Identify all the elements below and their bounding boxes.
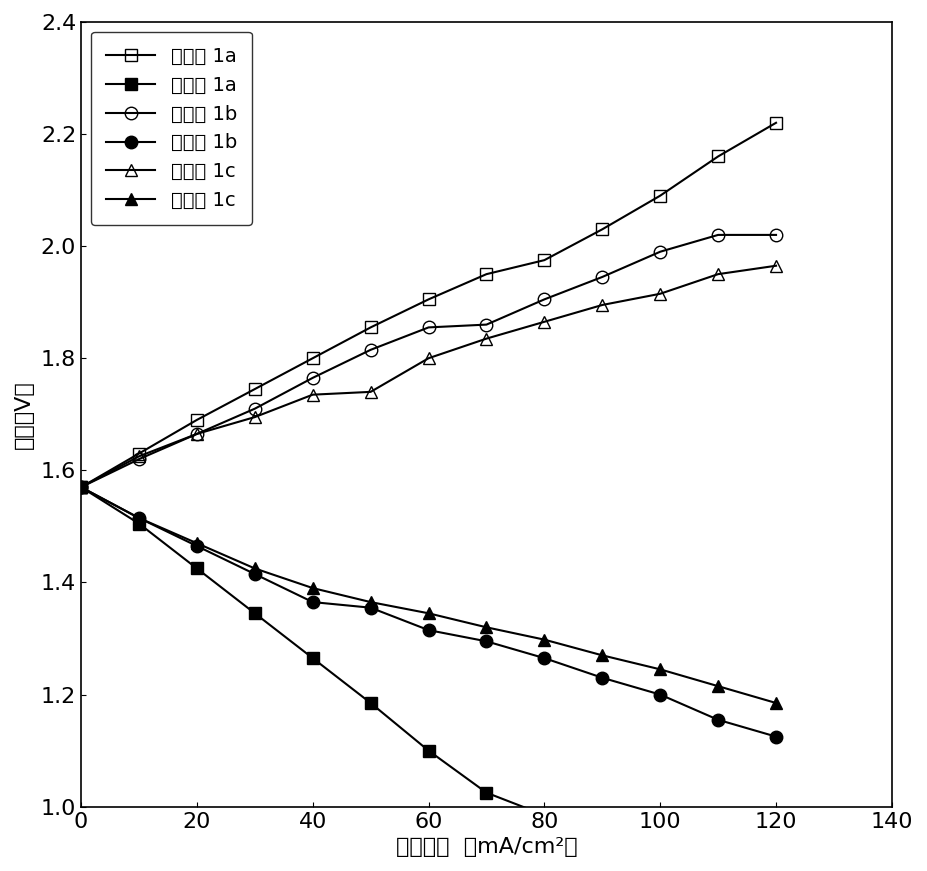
实施例 1b	[133, 513, 145, 523]
实施例 1a	[191, 415, 202, 425]
实施例 1c	[713, 269, 724, 280]
Y-axis label: 电压（V）: 电压（V）	[14, 380, 34, 449]
实施例 1c	[191, 429, 202, 439]
实施例 1a	[713, 152, 724, 162]
Line: 实施例 1a: 实施例 1a	[75, 117, 782, 493]
Line: 实施例 1a: 实施例 1a	[75, 481, 782, 821]
实施例 1b	[481, 636, 492, 646]
实施例 1b	[481, 320, 492, 330]
实施例 1b	[307, 597, 318, 607]
实施例 1a	[191, 564, 202, 574]
实施例 1c	[770, 260, 781, 271]
Line: 实施例 1c: 实施例 1c	[75, 481, 782, 709]
实施例 1c	[365, 387, 376, 397]
实施例 1b	[539, 653, 550, 664]
实施例 1a	[770, 118, 781, 128]
实施例 1a	[133, 518, 145, 529]
实施例 1a	[249, 384, 260, 395]
实施例 1c	[539, 634, 550, 645]
实施例 1a	[654, 191, 666, 201]
实施例 1b	[539, 294, 550, 305]
实施例 1a	[365, 322, 376, 333]
实施例 1a	[307, 353, 318, 363]
实施例 1b	[365, 603, 376, 613]
实施例 1b	[654, 689, 666, 699]
实施例 1a	[423, 746, 434, 756]
实施例 1a	[597, 810, 608, 820]
实施例 1b	[249, 569, 260, 579]
实施例 1a	[133, 449, 145, 459]
实施例 1c	[365, 597, 376, 607]
实施例 1c	[133, 451, 145, 462]
实施例 1c	[597, 300, 608, 310]
实施例 1a	[539, 255, 550, 266]
实施例 1c	[481, 334, 492, 344]
实施例 1a	[481, 787, 492, 798]
实施例 1a	[770, 810, 781, 820]
实施例 1b	[713, 714, 724, 725]
实施例 1b	[423, 322, 434, 333]
实施例 1b	[191, 541, 202, 551]
X-axis label: 电流密度  （mA/cm²）: 电流密度 （mA/cm²）	[396, 837, 578, 857]
实施例 1c	[307, 583, 318, 593]
实施例 1c	[423, 353, 434, 363]
实施例 1c	[307, 389, 318, 400]
实施例 1a	[249, 608, 260, 618]
实施例 1c	[481, 622, 492, 632]
实施例 1b	[423, 625, 434, 635]
实施例 1c	[423, 608, 434, 618]
实施例 1b	[713, 230, 724, 240]
实施例 1b	[191, 429, 202, 439]
Line: 实施例 1c: 实施例 1c	[75, 260, 782, 493]
实施例 1a	[481, 269, 492, 280]
实施例 1c	[654, 664, 666, 674]
实施例 1c	[539, 316, 550, 327]
实施例 1c	[654, 288, 666, 299]
实施例 1b	[597, 672, 608, 683]
实施例 1b	[770, 230, 781, 240]
实施例 1c	[597, 650, 608, 660]
实施例 1b	[770, 732, 781, 742]
实施例 1c	[133, 513, 145, 523]
实施例 1c	[249, 412, 260, 422]
实施例 1c	[713, 681, 724, 692]
实施例 1a	[423, 294, 434, 305]
实施例 1a	[539, 810, 550, 820]
实施例 1a	[713, 810, 724, 820]
实施例 1b	[365, 345, 376, 355]
实施例 1b	[75, 482, 86, 492]
Line: 实施例 1b: 实施例 1b	[75, 229, 782, 493]
Line: 实施例 1b: 实施例 1b	[75, 481, 782, 743]
实施例 1b	[307, 373, 318, 383]
实施例 1b	[597, 272, 608, 282]
实施例 1c	[75, 482, 86, 492]
实施例 1a	[75, 482, 86, 492]
实施例 1c	[249, 564, 260, 574]
实施例 1a	[654, 810, 666, 820]
Legend: 实施例 1a, 实施例 1a, 实施例 1b, 实施例 1b, 实施例 1c, 实施例 1c: 实施例 1a, 实施例 1a, 实施例 1b, 实施例 1b, 实施例 1c, …	[91, 31, 252, 226]
实施例 1b	[133, 454, 145, 464]
实施例 1c	[770, 698, 781, 708]
实施例 1a	[597, 224, 608, 234]
实施例 1c	[75, 482, 86, 492]
实施例 1c	[191, 538, 202, 549]
实施例 1b	[75, 482, 86, 492]
实施例 1b	[654, 246, 666, 257]
实施例 1a	[307, 653, 318, 664]
实施例 1a	[365, 698, 376, 708]
实施例 1b	[249, 403, 260, 414]
实施例 1a	[75, 482, 86, 492]
